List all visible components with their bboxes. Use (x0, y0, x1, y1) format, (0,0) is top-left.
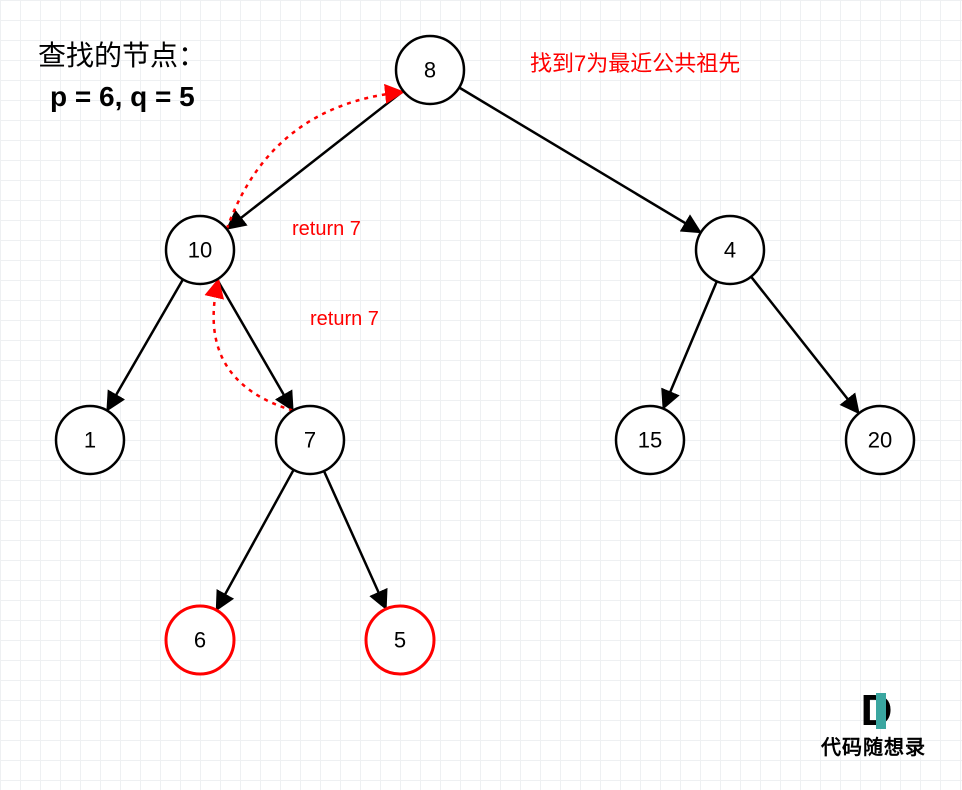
watermark-caption: 代码随想录 (821, 731, 926, 760)
tree-node: 5 (366, 606, 434, 674)
tree-edge (459, 87, 699, 231)
tree-node: 10 (166, 216, 234, 284)
node-label: 10 (188, 238, 212, 263)
watermark: D 代码随想录 (821, 689, 926, 760)
tree-node: 20 (846, 406, 914, 474)
diagram-canvas: 查找的节点： p = 6, q = 5 找到7为最近公共祖先 return 7 … (0, 0, 962, 790)
tree-node: 8 (396, 36, 464, 104)
node-label: 4 (724, 238, 736, 263)
watermark-accent-bar (876, 693, 886, 729)
node-label: 1 (84, 428, 96, 453)
tree-node: 7 (276, 406, 344, 474)
node-label: 15 (638, 428, 662, 453)
node-label: 6 (194, 628, 206, 653)
node-label: 5 (394, 628, 406, 653)
node-label: 7 (304, 428, 316, 453)
tree-node: 15 (616, 406, 684, 474)
tree-node: 6 (166, 606, 234, 674)
tree-edge (324, 471, 385, 607)
tree-node: 4 (696, 216, 764, 284)
watermark-logo: D (821, 689, 926, 733)
tree-node: 1 (56, 406, 124, 474)
tree-edge (108, 279, 183, 408)
tree-edge (751, 277, 858, 412)
tree-edge (664, 281, 717, 406)
node-label: 8 (424, 58, 436, 83)
tree-edge (217, 279, 292, 408)
tree-svg: 8 10 4 1 7 15 20 6 5 (0, 0, 962, 790)
tree-edge (228, 91, 403, 228)
tree-edge (217, 470, 293, 609)
node-label: 20 (868, 428, 892, 453)
